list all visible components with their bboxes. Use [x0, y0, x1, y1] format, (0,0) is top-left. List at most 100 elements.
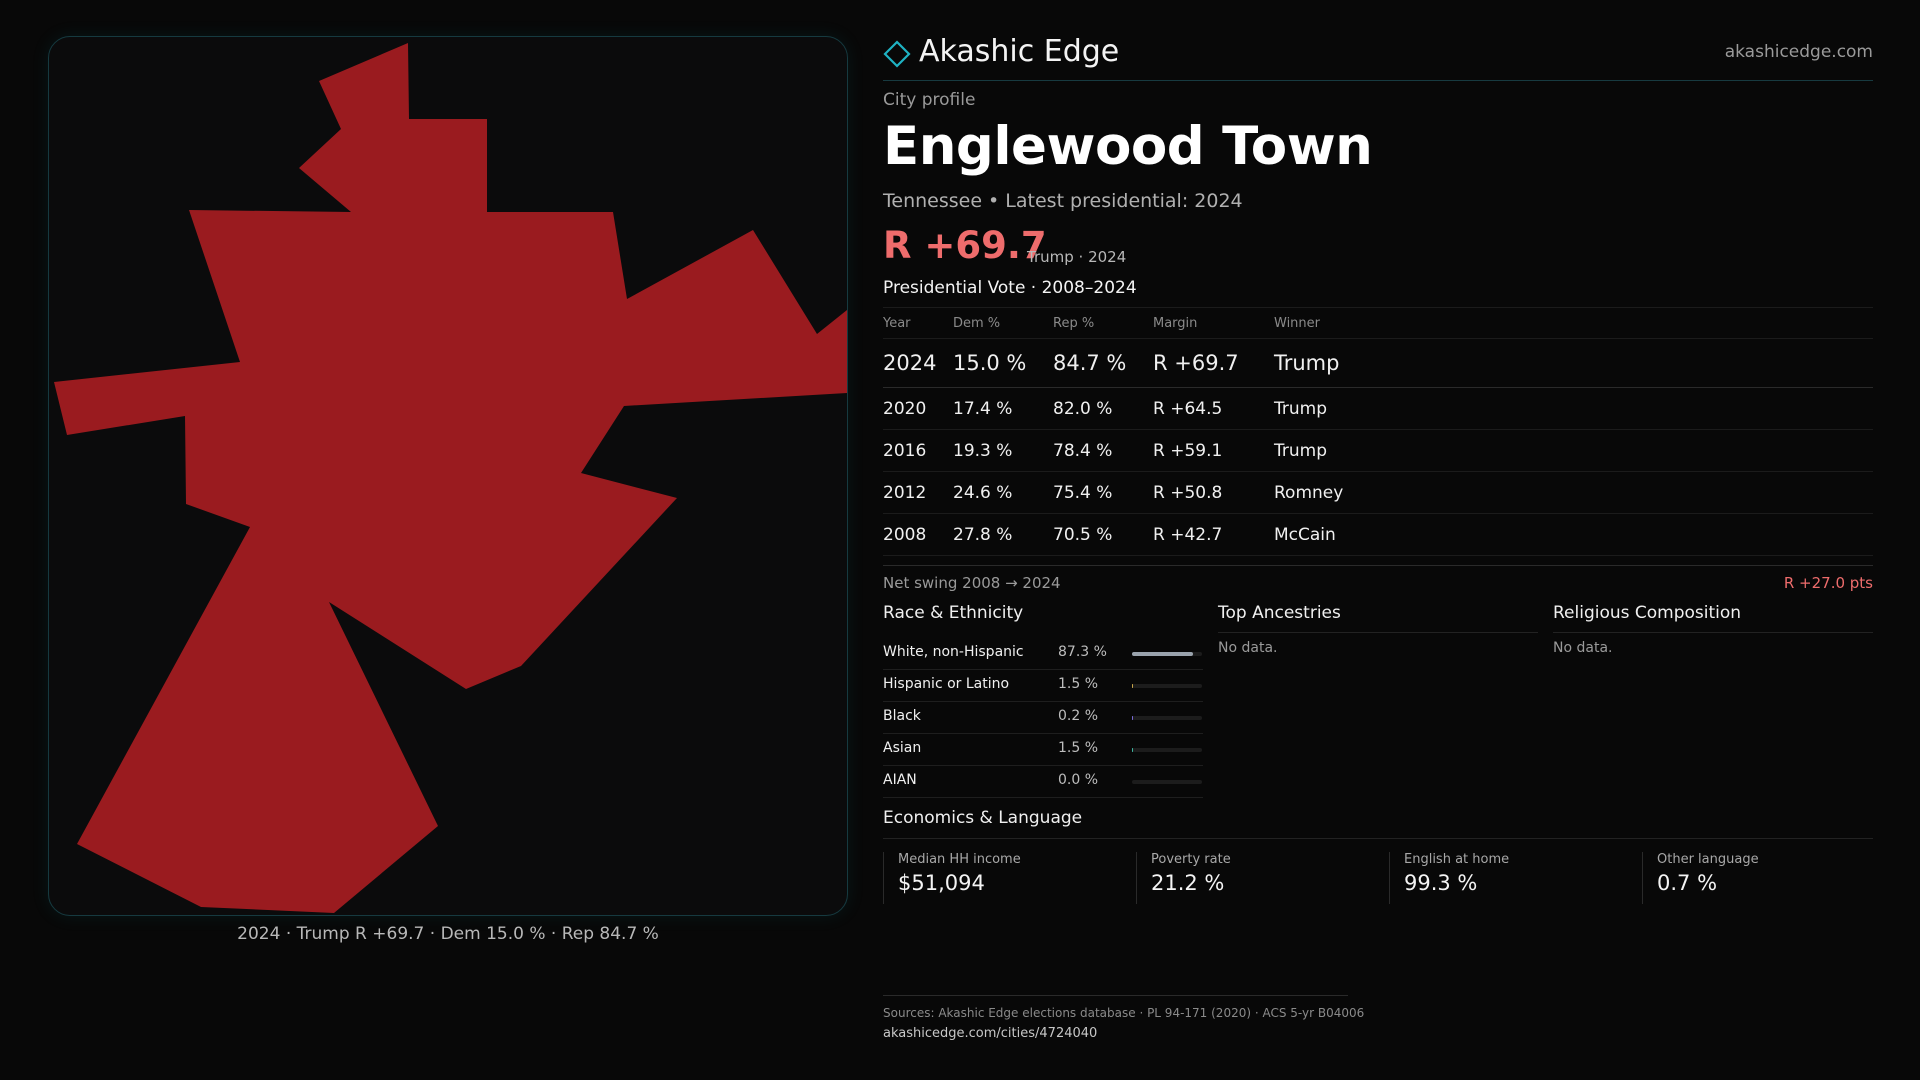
row-dem-pct: 15.0 %: [953, 338, 1053, 388]
race-bar-track: [1132, 652, 1202, 656]
table-row: 2012 24.6 % 75.4 % R +50.8 Romney: [883, 471, 1873, 514]
race-bar-fill: [1132, 684, 1134, 688]
row-rep-pct: 70.5 %: [1053, 513, 1153, 556]
row-winner: Trump: [1274, 429, 1873, 472]
row-dem-pct: 24.6 %: [953, 471, 1053, 514]
footer-url-link[interactable]: akashicedge.com/cities/4724040: [883, 1026, 1098, 1041]
header-bar: Akashic Edge akashicedge.com: [883, 34, 1873, 81]
row-year: 2024: [883, 338, 953, 388]
table-row: 2008 27.8 % 70.5 % R +42.7 McCain: [883, 513, 1873, 556]
city-boundary-map[interactable]: [48, 36, 848, 916]
race-bar-fill: [1132, 716, 1134, 720]
race-bar-fill: [1132, 748, 1134, 752]
latest-margin-note: Trump · 2024: [1027, 248, 1127, 266]
list-item: White, non-Hispanic 87.3 %: [883, 638, 1203, 670]
vote-history-table: Year Dem % Rep % Margin Winner 2024 15.0…: [883, 307, 1873, 556]
list-item: Hispanic or Latino 1.5 %: [883, 670, 1203, 702]
row-rep-pct: 84.7 %: [1053, 338, 1153, 388]
table-row: 2024 15.0 % 84.7 % R +69.7 Trump: [883, 338, 1873, 388]
row-margin: R +64.5: [1153, 387, 1274, 430]
row-year: 2016: [883, 429, 953, 472]
row-rep-pct: 78.4 %: [1053, 429, 1153, 472]
race-bar-fill: [1132, 652, 1194, 656]
row-dem-pct: 19.3 %: [953, 429, 1053, 472]
row-winner: Trump: [1274, 387, 1873, 430]
row-winner: Romney: [1274, 471, 1873, 514]
row-winner: Trump: [1274, 338, 1873, 388]
row-rep-pct: 82.0 %: [1053, 387, 1153, 430]
diamond-logo-icon: [883, 40, 911, 68]
row-margin: R +50.8: [1153, 471, 1274, 514]
table-row: 2020 17.4 % 82.0 % R +64.5 Trump: [883, 387, 1873, 430]
race-label: Asian: [883, 740, 922, 756]
latest-margin: R +69.7: [883, 224, 1047, 267]
row-winner: McCain: [1274, 513, 1873, 556]
footer-sources: Sources: Akashic Edge elections database…: [883, 1006, 1365, 1020]
race-bar-track: [1132, 716, 1202, 720]
list-item: Black 0.2 %: [883, 702, 1203, 734]
col-header-margin: Margin: [1153, 307, 1274, 339]
row-dem-pct: 27.8 %: [953, 513, 1053, 556]
stat-value: 0.7 %: [1657, 871, 1718, 895]
list-item: Asian 1.5 %: [883, 734, 1203, 766]
race-bar-track: [1132, 780, 1202, 784]
row-rep-pct: 75.4 %: [1053, 471, 1153, 514]
stat-poverty-rate: Poverty rate 21.2 %: [1136, 852, 1231, 904]
economics-divider: [883, 838, 1873, 839]
page-subtitle: Tennessee • Latest presidential: 2024: [883, 190, 1243, 212]
stat-english-at-home: English at home 99.3 %: [1389, 852, 1509, 904]
col-header-year: Year: [883, 307, 953, 339]
row-margin: R +69.7: [1153, 338, 1274, 388]
page-title: Englewood Town: [883, 116, 1373, 177]
stat-value: $51,094: [898, 871, 985, 895]
race-pct: 1.5 %: [1058, 740, 1099, 756]
religion-section-title: Religious Composition: [1553, 603, 1742, 623]
col-header-rep: Rep %: [1053, 307, 1153, 339]
city-profile-panel: Akashic Edge akashicedge.com City profil…: [883, 0, 1873, 1080]
religion-divider: [1553, 632, 1873, 633]
footer-divider: [883, 995, 1348, 996]
table-row: 2016 19.3 % 78.4 % R +59.1 Trump: [883, 429, 1873, 472]
map-caption: 2024 · Trump R +69.7 · Dem 15.0 % · Rep …: [237, 924, 659, 944]
race-label: Black: [883, 708, 921, 724]
race-bar-track: [1132, 684, 1202, 688]
table-header-row: Year Dem % Rep % Margin Winner: [883, 307, 1873, 339]
row-dem-pct: 17.4 %: [953, 387, 1053, 430]
stat-value: 99.3 %: [1404, 871, 1478, 895]
race-label: Hispanic or Latino: [883, 676, 1010, 692]
vote-history-title: Presidential Vote · 2008–2024: [883, 278, 1137, 298]
page-eyebrow: City profile: [883, 90, 976, 110]
ancestries-divider: [1218, 632, 1538, 633]
economics-section-title: Economics & Language: [883, 808, 1083, 828]
row-year: 2008: [883, 513, 953, 556]
brand-url-link[interactable]: akashicedge.com: [1724, 42, 1873, 62]
col-header-dem: Dem %: [953, 307, 1053, 339]
ancestries-section-title: Top Ancestries: [1218, 603, 1341, 623]
race-section-title: Race & Ethnicity: [883, 603, 1024, 623]
stat-label: Median HH income: [898, 852, 1021, 867]
religion-empty: No data.: [1553, 640, 1613, 656]
net-swing-value: R +27.0 pts: [1783, 574, 1873, 592]
row-margin: R +42.7: [1153, 513, 1274, 556]
race-label: White, non-Hispanic: [883, 644, 1024, 660]
net-swing-label: Net swing 2008 → 2024: [883, 574, 1061, 592]
race-pct: 0.2 %: [1058, 708, 1099, 724]
race-ethnicity-list: White, non-Hispanic 87.3 % Hispanic or L…: [883, 638, 1203, 798]
stat-other-language: Other language 0.7 %: [1642, 852, 1759, 904]
race-pct: 87.3 %: [1058, 644, 1107, 660]
stat-label: Other language: [1657, 852, 1759, 867]
row-year: 2020: [883, 387, 953, 430]
ancestries-empty: No data.: [1218, 640, 1278, 656]
stat-median-income: Median HH income $51,094: [883, 852, 1021, 904]
stat-label: English at home: [1404, 852, 1510, 867]
race-bar-track: [1132, 748, 1202, 752]
brand-name: Akashic Edge: [919, 34, 1120, 69]
race-pct: 1.5 %: [1058, 676, 1099, 692]
city-boundary-shape[interactable]: [54, 43, 847, 913]
net-swing-row: Net swing 2008 → 2024 R +27.0 pts: [883, 565, 1873, 598]
row-margin: R +59.1: [1153, 429, 1274, 472]
row-year: 2012: [883, 471, 953, 514]
race-pct: 0.0 %: [1058, 772, 1099, 788]
col-header-winner: Winner: [1274, 307, 1873, 339]
stat-value: 21.2 %: [1151, 871, 1225, 895]
